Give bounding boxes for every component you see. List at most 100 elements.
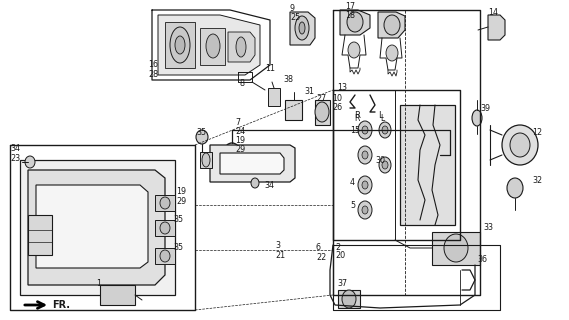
Text: 6: 6 — [316, 244, 321, 252]
Text: 8: 8 — [240, 78, 245, 87]
Ellipse shape — [170, 27, 190, 63]
Text: 37: 37 — [337, 278, 347, 287]
Text: 14: 14 — [488, 7, 498, 17]
Ellipse shape — [472, 110, 482, 126]
Text: 36: 36 — [477, 255, 487, 265]
Ellipse shape — [362, 126, 368, 134]
Ellipse shape — [160, 250, 170, 262]
Text: 33: 33 — [483, 223, 493, 233]
Polygon shape — [400, 105, 455, 225]
Polygon shape — [378, 12, 405, 38]
Text: 22: 22 — [316, 252, 326, 261]
Text: 3: 3 — [275, 241, 280, 250]
Text: 13: 13 — [337, 83, 347, 92]
Text: 10: 10 — [332, 93, 342, 102]
Ellipse shape — [358, 176, 372, 194]
Ellipse shape — [342, 290, 356, 308]
Polygon shape — [200, 152, 212, 168]
Ellipse shape — [362, 151, 368, 159]
Text: 20: 20 — [335, 252, 345, 260]
Text: 4: 4 — [350, 178, 355, 187]
Text: 27: 27 — [316, 93, 326, 102]
Text: 23: 23 — [10, 154, 20, 163]
Text: 34: 34 — [10, 143, 20, 153]
Ellipse shape — [196, 130, 208, 144]
Ellipse shape — [382, 126, 388, 134]
Ellipse shape — [444, 234, 468, 262]
Ellipse shape — [358, 121, 372, 139]
Text: 25: 25 — [290, 12, 300, 21]
Ellipse shape — [382, 161, 388, 169]
Ellipse shape — [379, 122, 391, 138]
Ellipse shape — [25, 156, 35, 168]
Text: 16: 16 — [148, 60, 158, 68]
Ellipse shape — [362, 181, 368, 189]
Ellipse shape — [358, 201, 372, 219]
Polygon shape — [100, 285, 135, 305]
Text: 19: 19 — [235, 135, 245, 145]
Polygon shape — [290, 12, 315, 45]
Text: L: L — [380, 114, 384, 123]
Text: 7: 7 — [235, 117, 240, 126]
Polygon shape — [36, 185, 148, 268]
Text: 2: 2 — [335, 243, 340, 252]
Text: 31: 31 — [304, 86, 314, 95]
Ellipse shape — [347, 12, 363, 32]
Text: 35: 35 — [196, 127, 206, 137]
Polygon shape — [158, 15, 260, 75]
Text: 1: 1 — [96, 278, 101, 287]
Polygon shape — [268, 88, 280, 106]
Ellipse shape — [251, 178, 259, 188]
Ellipse shape — [507, 178, 523, 198]
Polygon shape — [488, 15, 505, 40]
Ellipse shape — [348, 42, 360, 58]
Ellipse shape — [299, 22, 305, 34]
Text: 5: 5 — [350, 201, 355, 210]
Text: 21: 21 — [275, 251, 285, 260]
Text: 11: 11 — [265, 63, 275, 73]
Ellipse shape — [362, 206, 368, 214]
Polygon shape — [228, 32, 255, 62]
Ellipse shape — [502, 125, 538, 165]
Text: 24: 24 — [235, 126, 245, 135]
Polygon shape — [338, 290, 360, 308]
Ellipse shape — [202, 153, 210, 167]
Polygon shape — [340, 10, 370, 35]
Text: 38: 38 — [283, 75, 293, 84]
Polygon shape — [220, 153, 284, 174]
Polygon shape — [200, 28, 225, 65]
Text: 29: 29 — [176, 196, 186, 205]
Polygon shape — [155, 220, 175, 236]
Text: 34: 34 — [264, 180, 274, 189]
Ellipse shape — [384, 15, 400, 35]
Text: 26: 26 — [332, 102, 342, 111]
Polygon shape — [285, 100, 302, 120]
Text: 12: 12 — [532, 127, 542, 137]
Text: 19: 19 — [176, 188, 186, 196]
Text: 28: 28 — [148, 69, 158, 78]
Polygon shape — [155, 195, 175, 211]
Polygon shape — [165, 22, 195, 68]
Text: FR.: FR. — [52, 300, 70, 310]
Text: L: L — [378, 110, 382, 119]
Polygon shape — [28, 170, 165, 285]
Polygon shape — [28, 215, 52, 255]
Text: 30: 30 — [375, 156, 385, 164]
Ellipse shape — [160, 222, 170, 234]
Polygon shape — [210, 145, 295, 182]
Ellipse shape — [160, 197, 170, 209]
Text: 18: 18 — [345, 11, 355, 20]
Polygon shape — [20, 160, 175, 295]
Ellipse shape — [236, 37, 246, 57]
Ellipse shape — [295, 16, 309, 40]
Text: 9: 9 — [290, 4, 295, 12]
Text: 39: 39 — [480, 103, 490, 113]
Text: R: R — [354, 110, 360, 119]
Text: 17: 17 — [345, 2, 355, 11]
Ellipse shape — [175, 36, 185, 54]
Ellipse shape — [358, 146, 372, 164]
Text: 35: 35 — [173, 244, 183, 252]
Ellipse shape — [379, 157, 391, 173]
Ellipse shape — [315, 102, 329, 122]
Text: 29: 29 — [235, 145, 245, 154]
